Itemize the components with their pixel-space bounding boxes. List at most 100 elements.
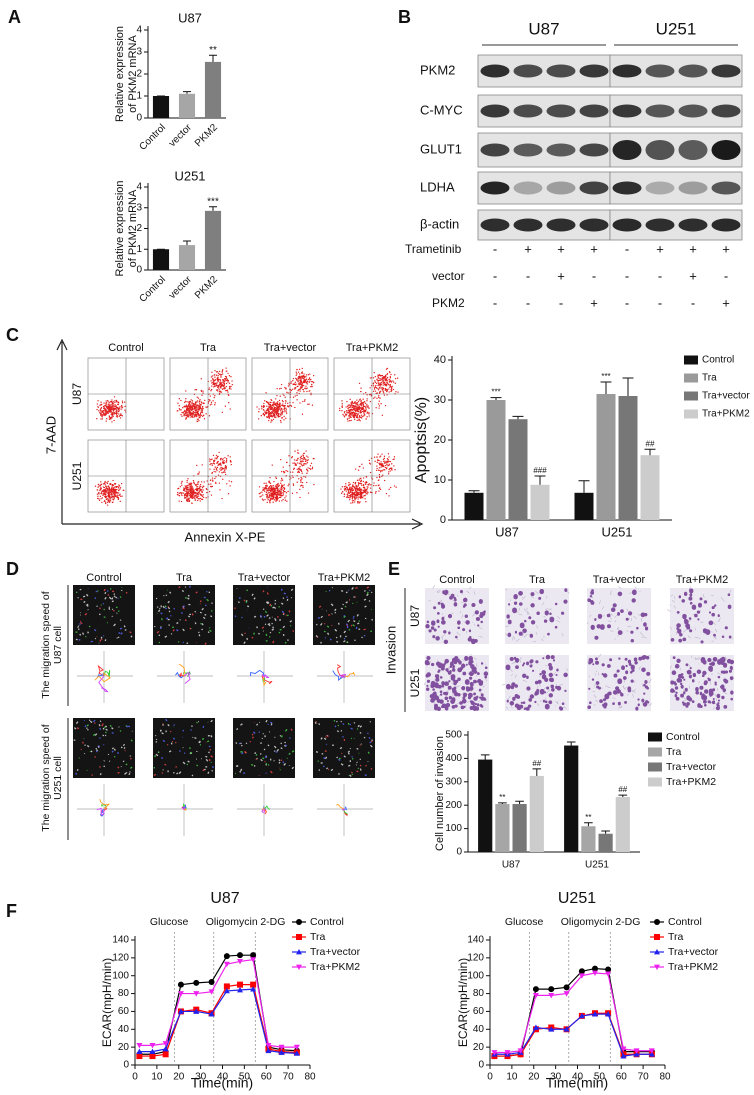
data-point — [592, 965, 598, 972]
micrograph — [73, 718, 135, 778]
x-tick-label: 30 — [550, 1072, 562, 1083]
y-tick-label: 300 — [445, 776, 462, 787]
trajectory — [96, 807, 105, 815]
data-point — [633, 1048, 640, 1054]
y-tick-label: 120 — [467, 952, 484, 963]
legend-label: Tra+PKM2 — [666, 776, 716, 788]
legend-label: Control — [668, 916, 702, 928]
column-label: Tra+vector — [593, 574, 646, 586]
series-line — [494, 967, 652, 1057]
treatment-sign: + — [590, 241, 598, 256]
blot-band — [480, 181, 510, 195]
series-line — [494, 972, 652, 1054]
legend-label: Tra — [666, 746, 682, 758]
blot-band — [645, 181, 675, 195]
y-tick-label: 20 — [434, 434, 446, 446]
bar — [596, 394, 616, 520]
trajectory — [99, 799, 110, 810]
stained-cells — [587, 655, 651, 711]
blot-band — [612, 140, 642, 160]
data-point — [620, 1053, 627, 1059]
trajectory — [261, 675, 273, 685]
blot-band — [546, 143, 576, 157]
column-label: Control — [108, 342, 143, 354]
x-tick-label: vector — [167, 274, 195, 302]
axis-label: 7-AAD — [43, 416, 58, 454]
cell-tracks — [323, 591, 373, 644]
y-tick-label: 0 — [456, 847, 462, 858]
trajectory — [98, 675, 109, 693]
cell-tracks — [73, 719, 133, 776]
blot-band — [579, 104, 609, 118]
significance-label: ** — [499, 793, 505, 802]
blot-band — [645, 218, 675, 232]
trajectory — [263, 675, 267, 686]
trajectory — [183, 802, 187, 810]
cell-line-header: U251 — [656, 19, 697, 38]
trajectory — [263, 805, 271, 810]
panel-label: C — [6, 325, 19, 345]
legend-label: Tra — [702, 373, 717, 384]
bar — [178, 245, 196, 270]
cell-tracks — [234, 590, 295, 644]
y-tick-label: 100 — [445, 823, 462, 834]
stained-cells — [424, 655, 489, 711]
y-tick-label: 40 — [434, 354, 446, 366]
legend-marker — [654, 919, 660, 925]
x-axis-label: Time(min) — [191, 1075, 253, 1091]
row-label: The migration speed of — [40, 724, 52, 831]
blot-band — [645, 104, 675, 118]
protein-label: C-MYC — [420, 102, 463, 117]
y-axis-label: Relative expression — [114, 181, 126, 277]
data-point — [278, 1044, 285, 1051]
trajectory — [97, 664, 105, 677]
row-label: The migration speed of — [40, 591, 52, 698]
error-bar — [480, 754, 490, 760]
cell-tracks — [79, 588, 132, 642]
column-label: Tra+vector — [238, 572, 291, 584]
data-point — [293, 1044, 300, 1051]
data-point — [237, 959, 243, 965]
stained-cells — [670, 656, 735, 711]
data-point — [177, 1008, 184, 1014]
y-tick-label: 40 — [118, 1024, 130, 1035]
significance-label: ## — [532, 759, 541, 768]
bar — [574, 492, 594, 520]
cell-tracks — [317, 719, 370, 776]
data-point — [250, 957, 257, 963]
column-label: Control — [86, 572, 121, 584]
legend-label: Tra+PKM2 — [702, 409, 750, 420]
error-bar — [578, 480, 590, 493]
micrograph — [425, 588, 489, 644]
data-point — [136, 1053, 143, 1060]
data-point — [633, 1051, 640, 1057]
chart-title: U87 — [178, 10, 202, 25]
x-tick-label: 20 — [528, 1072, 540, 1083]
cell-tracks — [315, 721, 373, 774]
panel-label: B — [398, 7, 411, 27]
significance-label: ** — [585, 813, 591, 822]
x-tick-label: 60 — [261, 1072, 273, 1083]
quadrant-lines — [252, 358, 328, 430]
stained-cells — [587, 589, 649, 643]
trajectory — [261, 808, 266, 813]
axis-arrow — [56, 338, 68, 524]
panel-label: E — [388, 559, 400, 579]
treatment-sign: - — [658, 268, 662, 283]
error-bar — [532, 768, 542, 776]
error-bar — [498, 802, 507, 805]
trajectory — [103, 670, 111, 677]
cell-tracks — [154, 719, 214, 777]
x-tick-label: PKM2 — [193, 274, 220, 301]
error-bar — [182, 91, 192, 94]
flow-dots — [338, 367, 399, 422]
cell-tracks — [315, 586, 374, 644]
blot-band — [480, 143, 510, 157]
blot-band — [678, 64, 708, 78]
error-bar — [490, 397, 502, 400]
y-tick-label: 0 — [478, 1060, 484, 1071]
y-tick-label: 40 — [473, 1024, 485, 1035]
y-tick-label: 0 — [123, 1060, 129, 1071]
blot-band — [546, 218, 576, 232]
